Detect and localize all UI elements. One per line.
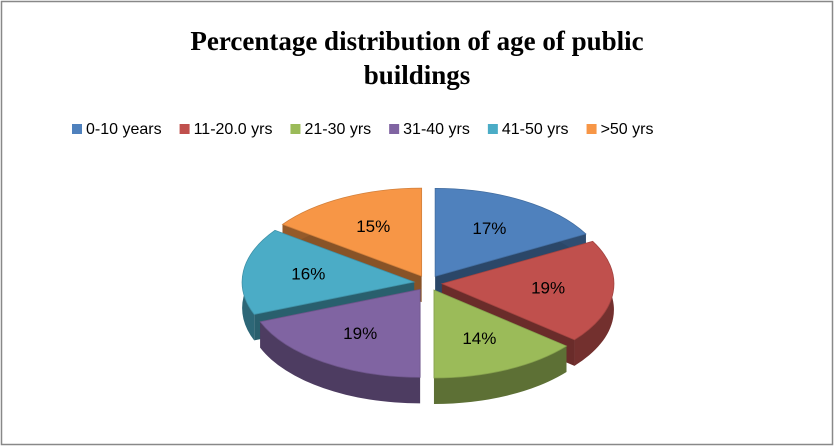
legend-swatch bbox=[487, 124, 498, 134]
pie-tops: 17% 19% 14% 19% 16% 15% bbox=[241, 187, 615, 379]
legend-swatch bbox=[389, 124, 400, 134]
legend-swatch bbox=[290, 124, 301, 134]
pie-slice bbox=[281, 187, 423, 277]
pie-slice bbox=[434, 187, 587, 277]
legend-label: 21-30 yrs bbox=[304, 121, 371, 138]
legend-label: >50 yrs bbox=[601, 121, 654, 138]
legend-label: 41-50 yrs bbox=[502, 121, 569, 138]
legend-swatch bbox=[179, 124, 190, 134]
legend-label: 31-40 yrs bbox=[403, 121, 470, 138]
legend: 0-10 years 11-20.0 yrs 21-30 yrs 31-40 yrs 4… bbox=[72, 121, 653, 138]
legend-swatch bbox=[586, 124, 597, 134]
data-label: 19% bbox=[531, 278, 565, 297]
data-label: 14% bbox=[462, 329, 496, 348]
data-label: 16% bbox=[291, 265, 325, 284]
legend-label: 0-10 years bbox=[86, 121, 162, 138]
legend-swatch bbox=[72, 124, 82, 134]
slice-side bbox=[433, 346, 567, 404]
pie-slice bbox=[259, 288, 421, 378]
chart-title: Percentage distribution of age of public… bbox=[190, 26, 644, 90]
pie-slice bbox=[241, 229, 416, 315]
pie-slice bbox=[433, 289, 568, 379]
legend-label: 11-20.0 yrs bbox=[194, 121, 273, 138]
slice-side bbox=[260, 321, 421, 404]
pie-slice bbox=[440, 240, 615, 341]
data-label: 19% bbox=[343, 324, 377, 343]
data-label: 15% bbox=[356, 217, 390, 236]
data-label: 17% bbox=[472, 219, 506, 238]
